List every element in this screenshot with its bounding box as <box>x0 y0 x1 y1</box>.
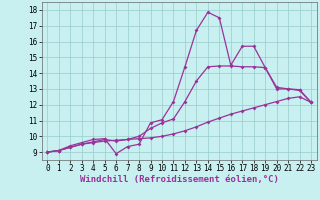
X-axis label: Windchill (Refroidissement éolien,°C): Windchill (Refroidissement éolien,°C) <box>80 175 279 184</box>
